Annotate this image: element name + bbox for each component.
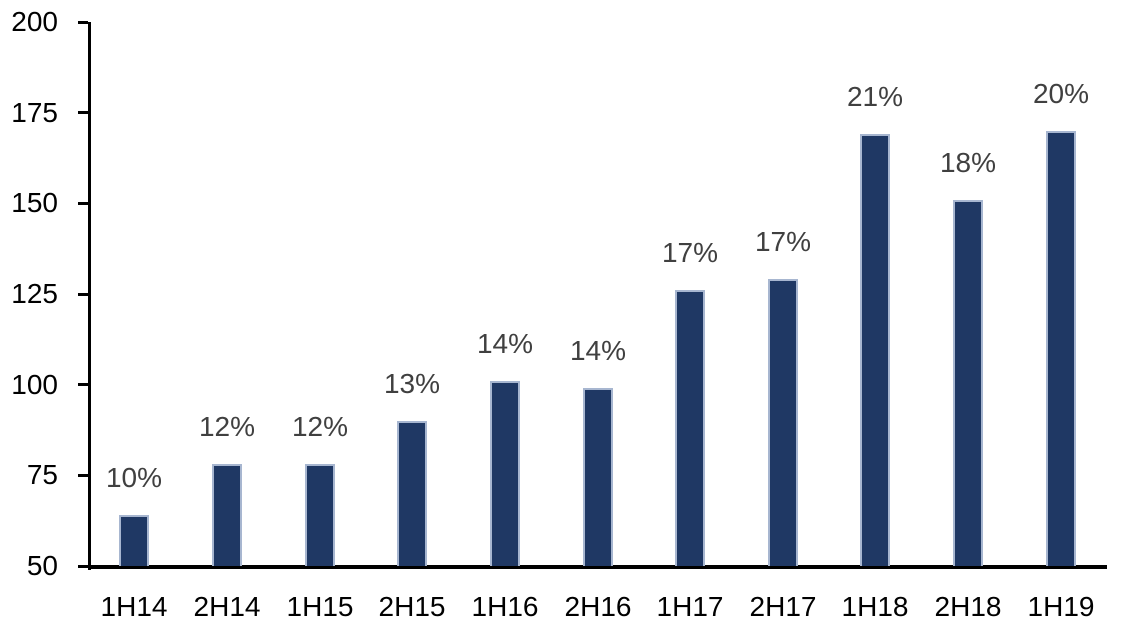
- bar-value-label: 10%: [105, 462, 163, 493]
- bar: [119, 515, 149, 566]
- bar: [305, 464, 335, 566]
- y-tick: [78, 21, 88, 24]
- y-tick: [78, 565, 88, 568]
- bar-value-label: 20%: [1032, 78, 1090, 109]
- y-tick: [78, 202, 88, 205]
- x-axis-label: 2H17: [749, 591, 817, 622]
- bar-value-label: 21%: [846, 81, 904, 112]
- x-axis: [88, 565, 1107, 569]
- x-axis-label: 2H15: [378, 591, 446, 622]
- bar-value-label: 13%: [383, 368, 441, 399]
- bar-value-label: 17%: [754, 226, 812, 257]
- bar: [768, 279, 798, 566]
- y-tick-label: 75: [26, 459, 58, 490]
- bar: [953, 200, 983, 566]
- x-axis-label: 2H14: [193, 591, 261, 622]
- x-axis-label: 1H14: [100, 591, 168, 622]
- bar-value-label: 14%: [569, 335, 627, 366]
- bar: [675, 290, 705, 566]
- bar: [860, 134, 890, 566]
- y-tick: [78, 474, 88, 477]
- x-axis-label: 2H18: [934, 591, 1002, 622]
- bar-value-label: 12%: [291, 411, 349, 442]
- y-tick-label: 200: [11, 6, 58, 37]
- bar: [583, 388, 613, 566]
- x-axis-label: 1H18: [841, 591, 909, 622]
- bar: [1046, 131, 1076, 566]
- y-tick: [78, 293, 88, 296]
- y-tick: [78, 383, 88, 386]
- x-axis-label: 2H16: [564, 591, 632, 622]
- x-axis-label: 1H16: [471, 591, 539, 622]
- x-axis-label: 1H19: [1027, 591, 1095, 622]
- y-tick: [78, 111, 88, 114]
- bar: [212, 464, 242, 566]
- y-tick-label: 50: [26, 550, 58, 581]
- bar: [397, 421, 427, 566]
- y-tick-label: 100: [11, 369, 58, 400]
- y-axis: [88, 22, 91, 570]
- bar-value-label: 12%: [198, 411, 256, 442]
- bar-value-label: 14%: [476, 328, 534, 359]
- bar-value-label: 17%: [661, 237, 719, 268]
- y-tick-label: 175: [11, 97, 58, 128]
- bar: [490, 381, 520, 566]
- y-tick-label: 125: [11, 278, 58, 309]
- x-axis-label: 1H17: [656, 591, 724, 622]
- bar-value-label: 18%: [939, 147, 997, 178]
- y-tick-label: 150: [11, 187, 58, 218]
- x-axis-label: 1H15: [286, 591, 354, 622]
